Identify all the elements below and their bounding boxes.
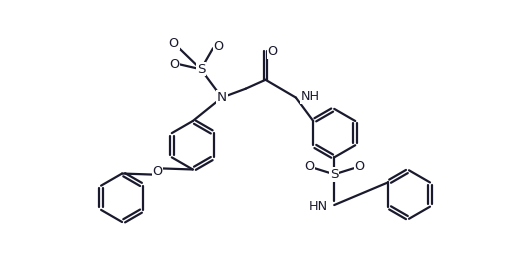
Text: S: S (330, 168, 338, 181)
Text: O: O (213, 40, 224, 53)
Text: O: O (152, 165, 163, 178)
Text: S: S (197, 63, 205, 76)
Text: O: O (268, 45, 278, 58)
Text: HN: HN (309, 200, 328, 213)
Text: O: O (169, 37, 179, 50)
Text: O: O (169, 57, 179, 71)
Text: O: O (304, 160, 314, 173)
Text: O: O (354, 160, 365, 173)
Text: N: N (217, 91, 227, 104)
Text: NH: NH (301, 90, 320, 103)
